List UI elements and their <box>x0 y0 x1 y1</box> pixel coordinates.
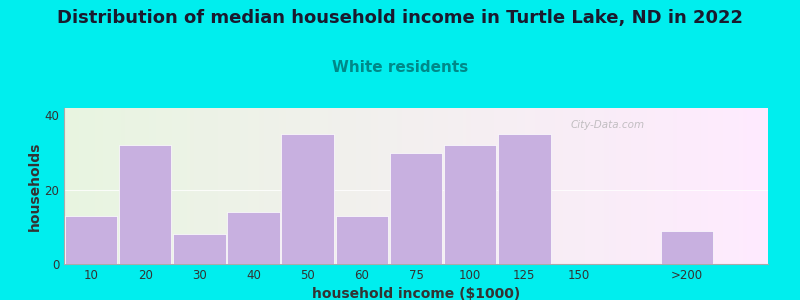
Bar <box>173 234 226 264</box>
X-axis label: household income ($1000): household income ($1000) <box>312 287 520 300</box>
Bar <box>227 212 280 264</box>
Bar <box>661 231 713 264</box>
Bar <box>498 134 550 264</box>
Y-axis label: households: households <box>27 141 42 231</box>
Bar <box>65 216 118 264</box>
Text: White residents: White residents <box>332 60 468 75</box>
Text: Distribution of median household income in Turtle Lake, ND in 2022: Distribution of median household income … <box>57 9 743 27</box>
Bar <box>390 153 442 264</box>
Bar <box>282 134 334 264</box>
Bar <box>119 145 171 264</box>
Text: City-Data.com: City-Data.com <box>571 121 645 130</box>
Bar <box>444 145 497 264</box>
Bar <box>335 216 388 264</box>
